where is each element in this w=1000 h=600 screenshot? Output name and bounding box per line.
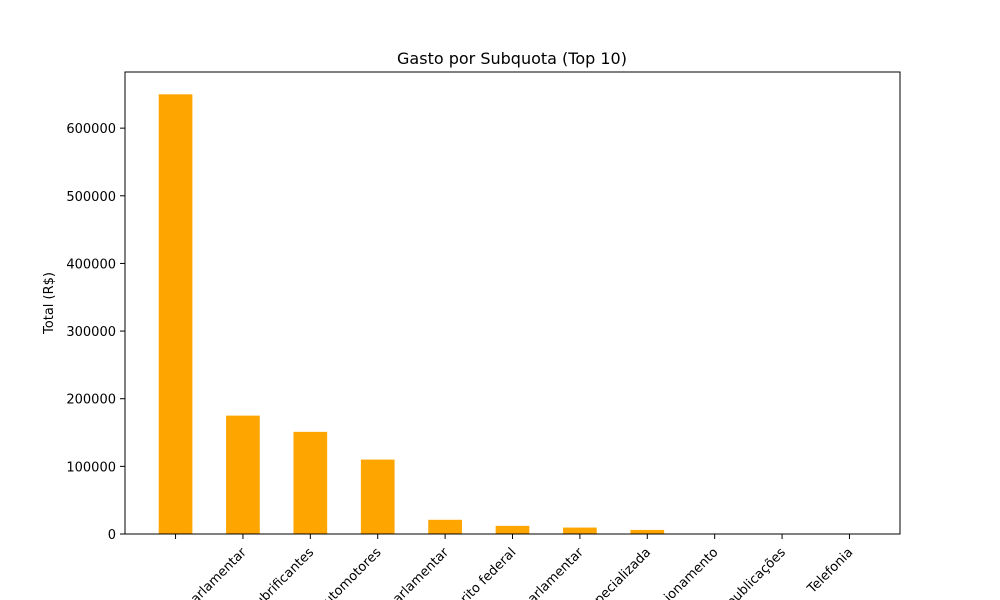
y-tick-label-6: 600000 — [66, 122, 116, 137]
bar-0 — [158, 94, 193, 534]
bar-7 — [630, 529, 665, 534]
y-tick-label-1: 100000 — [66, 460, 116, 475]
y-tick-label-3: 300000 — [66, 325, 116, 340]
x-tick-label-3: utomotores — [321, 545, 385, 600]
bar-4 — [428, 519, 462, 534]
x-tick-label-1: arlamentar — [188, 545, 250, 600]
x-tick-label-6: arlamentar — [525, 545, 587, 600]
x-tick-label-10: Telefonia — [804, 545, 856, 597]
bar-5 — [495, 525, 530, 534]
x-tick-label-7: pecializada — [592, 545, 654, 600]
plot-frame — [124, 71, 901, 535]
x-tick-label-9: publicações — [724, 545, 789, 600]
y-axis-label: Total (R$) — [42, 272, 57, 335]
x-tick-label-4: arlamentar — [390, 545, 452, 600]
y-tick-label-5: 500000 — [66, 190, 116, 205]
bar-6 — [563, 527, 597, 534]
bars-group — [158, 94, 867, 534]
x-tick-label-2: ubrificantes — [252, 545, 317, 600]
y-tick-label-0: 0 — [108, 528, 116, 543]
y-tick-label-2: 200000 — [66, 393, 116, 408]
x-tick-label-5: rito federal — [458, 545, 519, 600]
y-axis: 0 100000 200000 300000 400000 500000 600000 — [66, 122, 125, 543]
y-tick-label-4: 400000 — [66, 257, 116, 272]
chart-title: Gasto por Subquota (Top 10) — [397, 49, 627, 68]
bar-1 — [226, 415, 260, 534]
x-tick-label-8: ionamento — [662, 545, 722, 600]
bar-3 — [360, 459, 395, 534]
bar-2 — [293, 431, 328, 534]
x-axis: arlamentar ubrificantes utomotores arlament… — [175, 534, 856, 600]
